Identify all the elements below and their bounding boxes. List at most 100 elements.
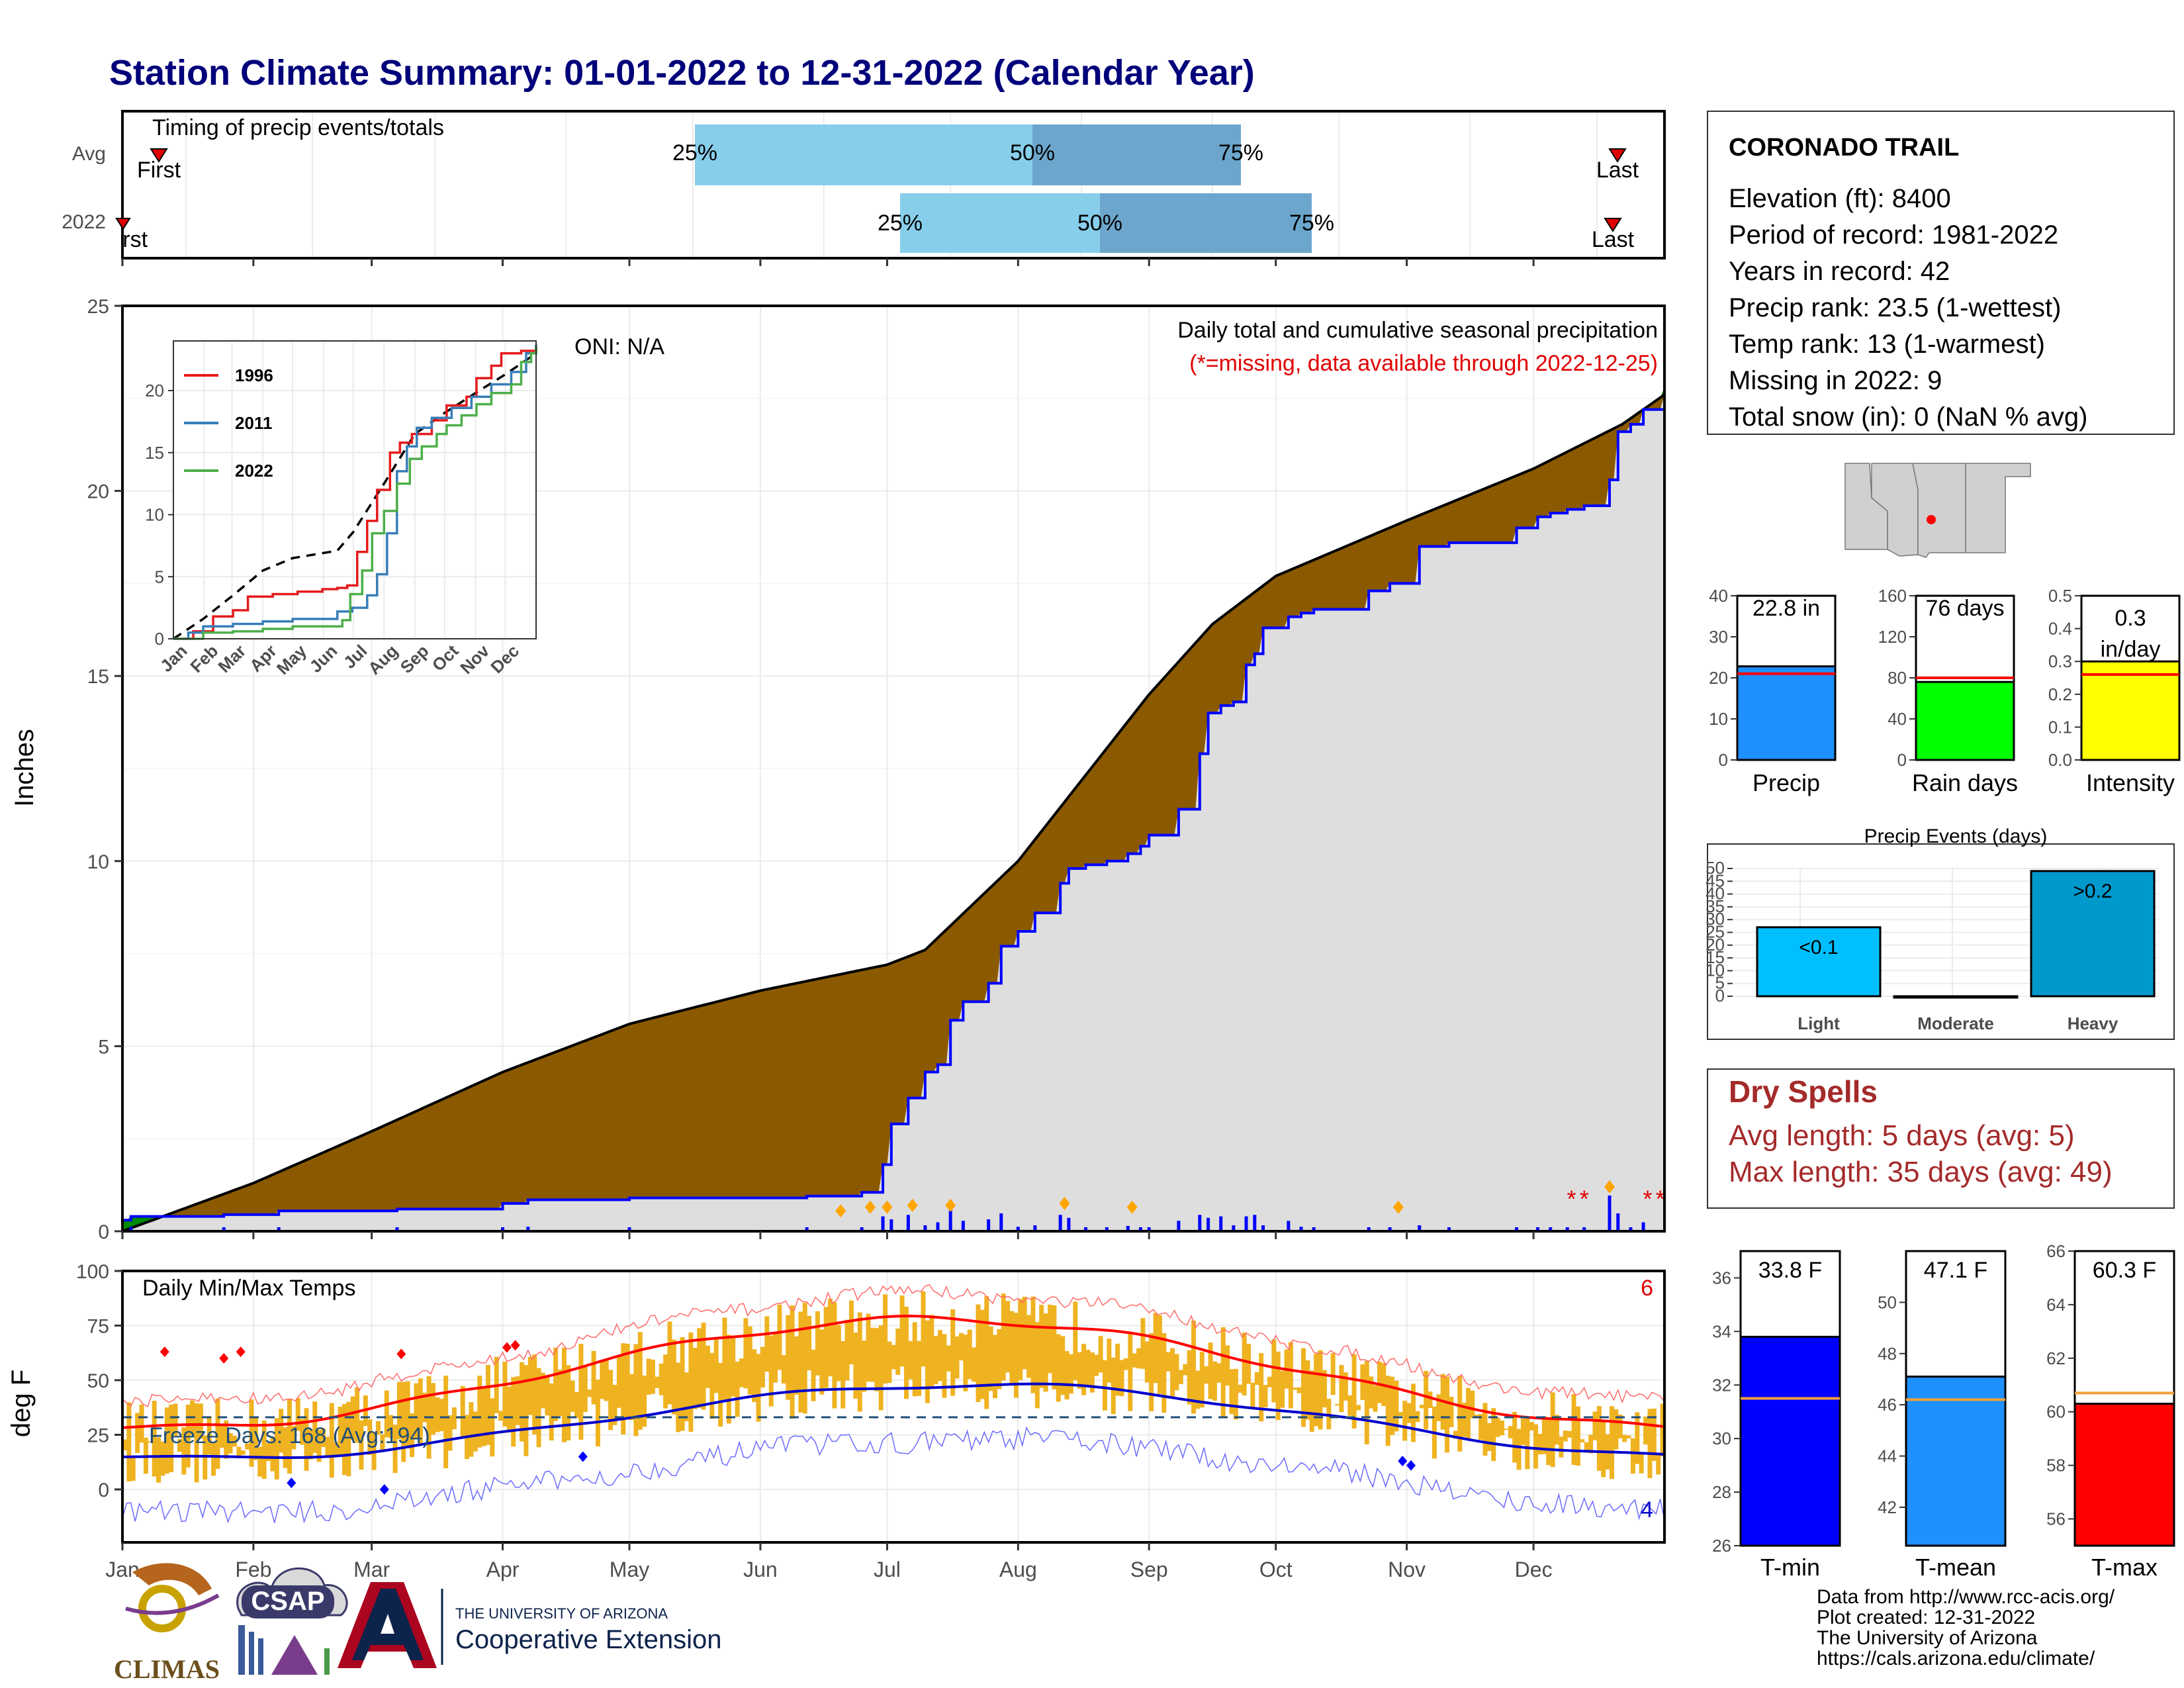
climas-wordmark: CLIMAS (114, 1654, 220, 1684)
daily-temp-bar (308, 1429, 313, 1460)
daily-temp-bar (1119, 1360, 1124, 1397)
daily-temp-bar (747, 1326, 752, 1395)
daily-temp-bar (240, 1450, 246, 1455)
daily-temp-bar (1220, 1327, 1226, 1417)
record-high-marker (159, 1346, 169, 1358)
daily-temp-bar (1111, 1357, 1116, 1415)
daily-temp-bar (1428, 1391, 1433, 1409)
daily-temp-bar (1596, 1406, 1602, 1471)
month-label: Aug (999, 1558, 1037, 1581)
temp-bar-tick-label: 56 (2046, 1509, 2066, 1529)
dry-spells-frame (1707, 1068, 2175, 1209)
daily-temp-bar (1216, 1363, 1222, 1383)
mini-bar-name: Rain days (1912, 769, 2018, 796)
daily-precip-bar (1535, 1227, 1539, 1231)
daily-temp-bar (1643, 1416, 1649, 1445)
daily-temp-bar (819, 1329, 825, 1395)
station-info-line: Elevation (ft): 8400 (1729, 184, 1951, 213)
daily-temp-bar (1512, 1411, 1518, 1463)
daily-temp-bar (249, 1399, 254, 1467)
events-bar (1893, 995, 2019, 999)
inset-ytick-label: 0 (155, 629, 164, 649)
daily-temp-bar (1212, 1361, 1217, 1401)
avg-25-50-bar (695, 124, 1032, 185)
climas-logo: CLIMAS (114, 1563, 220, 1684)
temp-bar-value (1739, 1335, 1841, 1547)
daily-temp-bar (418, 1378, 423, 1444)
daily-temp-bar (1018, 1299, 1023, 1380)
daily-temp-bar (1617, 1414, 1623, 1438)
dry-max-length: Max length: 35 days (avg: 49) (1729, 1156, 2113, 1188)
ua-logo: THE UNIVERSITY OF ARIZONA Cooperative Ex… (338, 1582, 721, 1668)
daily-temp-bar (224, 1420, 229, 1459)
daily-temp-bar (823, 1307, 829, 1388)
daily-temp-bar (527, 1356, 533, 1415)
daily-temp-bar (655, 1376, 660, 1388)
mini-bar-label: 0.3 (2115, 606, 2146, 631)
daily-temp-bar (1601, 1420, 1606, 1477)
mini-bar-tick-label: 0 (1719, 750, 1728, 770)
month-label: Apr (486, 1558, 520, 1581)
daily-temp-bar (1267, 1376, 1272, 1387)
y2022-p75-label: 75% (1289, 211, 1334, 236)
daily-temp-bar (578, 1344, 584, 1440)
daily-temp-bar (1094, 1354, 1099, 1376)
daily-temp-bar (972, 1347, 977, 1382)
daily-temp-bar (608, 1370, 614, 1430)
temp-ytick-label: 50 (87, 1370, 109, 1392)
daily-temp-bar (160, 1441, 165, 1476)
daily-temp-bar (177, 1438, 182, 1452)
daily-temp-bar (1275, 1351, 1281, 1421)
month-label: Jan (105, 1558, 140, 1581)
inset-legend: 1996 2011 2022 (184, 365, 273, 481)
daily-precip-bar (1033, 1225, 1037, 1231)
events-category-label: Light (1797, 1013, 1840, 1033)
daily-temp-bar (946, 1345, 951, 1372)
page-title: Station Climate Summary: 01-01-2022 to 1… (109, 53, 1255, 93)
precip-ytick-label: 0 (98, 1221, 109, 1243)
mini-bar-label: 76 days (1925, 596, 2004, 621)
daily-temp-bar (1073, 1301, 1078, 1381)
y2022-p25-label: 25% (878, 211, 923, 236)
daily-precip-bar (1388, 1227, 1392, 1231)
daily-temp-bar (405, 1381, 410, 1448)
daily-temp-bar (1149, 1333, 1154, 1411)
daily-precip-bar (1138, 1227, 1142, 1231)
mini-bar-value (2080, 660, 2181, 761)
daily-precip-bar (526, 1227, 530, 1231)
record-low-marker (379, 1484, 389, 1495)
annual-temperature-bars: 26 28 30 32 34 36 33.8 F T-min 42 44 46 48 50 47.1 F T… (1712, 1241, 2175, 1581)
missing-day-marker: * (1567, 1186, 1576, 1213)
daily-temp-bar (621, 1343, 626, 1434)
events-tick-label: 40 (1706, 884, 1725, 904)
heavy-event-marker (945, 1198, 956, 1212)
daily-precip-bar (1608, 1196, 1612, 1231)
daily-temp-bar (1132, 1353, 1137, 1368)
daily-temp-bar (1614, 1409, 1619, 1450)
temp-bar-label: 47.1 F (1924, 1258, 1987, 1283)
daily-temp-bar (1445, 1376, 1450, 1453)
daily-temp-bar (1183, 1364, 1188, 1376)
temp-bar-name: T-mean (1915, 1554, 1996, 1581)
daily-temp-bar (604, 1360, 609, 1401)
daily-temp-bar (815, 1311, 820, 1376)
temp-bar-tick-label: 42 (1878, 1497, 1897, 1517)
mini-bar-value (1736, 665, 1837, 761)
daily-temp-bar (574, 1391, 580, 1419)
daily-temp-bar (874, 1328, 880, 1391)
daily-temp-bar (422, 1392, 428, 1423)
daily-temp-bar (1474, 1415, 1479, 1417)
daily-temp-bar (1318, 1350, 1323, 1430)
record-high-marker (236, 1346, 246, 1358)
mini-bar-2: 0.0 0.1 0.2 0.3 0.4 0.5 0.3 in/day Intensity (2048, 586, 2181, 796)
daily-temp-bar (1246, 1343, 1251, 1384)
precip-ytick-label: 15 (87, 666, 109, 688)
timing-panel: Timing of precip events/totals Avg 2022 … (62, 110, 1666, 266)
daily-temp-bar (1030, 1296, 1036, 1393)
daily-temp-bar (713, 1337, 719, 1393)
daily-temp-bar (185, 1404, 191, 1468)
ua-extension: Cooperative Extension (455, 1625, 721, 1654)
events-tick-label: 25 (1706, 922, 1725, 942)
